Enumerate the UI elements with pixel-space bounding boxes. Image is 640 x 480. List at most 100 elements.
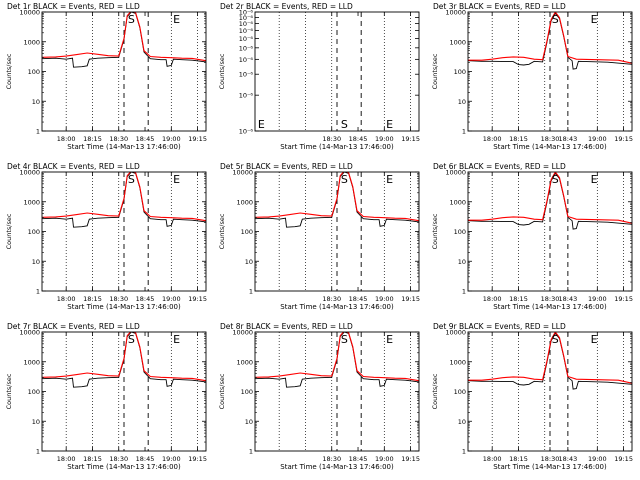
x-tick-label: 18:30 — [322, 455, 341, 463]
x-tick-label: 18:00 — [483, 135, 502, 143]
chart-title: Det 1r BLACK = Events, RED = LLD — [7, 2, 140, 11]
x-axis-label: Start Time (14-Mar-13 17:46:00) — [280, 143, 394, 151]
y-axis-label: Counts/sec — [431, 53, 439, 89]
lld-series-line — [42, 172, 206, 222]
y-tick-label: 10⁻⁶ — [239, 44, 254, 52]
y-tick-label: 1000 — [23, 198, 40, 206]
chart-panel-det-1r: Det 1r BLACK = Events, RED = LLD S E 1 10 100… — [5, 2, 207, 151]
chart-title: Det 2r BLACK = Events, RED = LLD — [220, 2, 353, 11]
y-tick-label: 10 — [458, 418, 466, 426]
y-tick-label: 10 — [32, 418, 40, 426]
x-tick-label: 18:45 — [349, 135, 368, 143]
y-tick-label: 10⁻⁶ — [239, 14, 254, 22]
x-tick-label: 18:30 — [109, 135, 128, 143]
y-tick-label: 1 — [249, 288, 253, 296]
y-tick-label: 1000 — [449, 198, 466, 206]
lld-series-line — [468, 12, 632, 64]
x-tick-label: 19:15 — [614, 135, 633, 143]
y-axis-label: Counts/sec — [5, 213, 13, 249]
x-tick-label: 18:45 — [136, 455, 155, 463]
x-tick-label: 18:15 — [83, 295, 102, 303]
interval-marker-label: E — [173, 173, 180, 186]
events-series-line — [255, 172, 419, 228]
x-axis-label: Start Time (14-Mar-13 17:46:00) — [493, 463, 607, 471]
y-tick-label: 1000 — [23, 358, 40, 366]
x-axis-label: Start Time (14-Mar-13 17:46:00) — [493, 143, 607, 151]
y-tick-label: 10 — [458, 258, 466, 266]
y-tick-label: 10000 — [445, 9, 466, 17]
x-tick-label: 18:15 — [83, 135, 102, 143]
y-tick-label: 10⁻⁶ — [239, 128, 254, 136]
x-tick-label: 18:00 — [57, 295, 76, 303]
y-tick-label: 100 — [241, 228, 253, 236]
y-tick-label: 1000 — [23, 38, 40, 46]
y-tick-label: 1 — [36, 448, 40, 456]
y-tick-label: 10 — [32, 258, 40, 266]
y-tick-label: 100 — [28, 68, 40, 76]
chart-panel-det-7r: Det 7r BLACK = Events, RED = LLD S E 1 10 100… — [5, 322, 207, 471]
chart-title: Det 5r BLACK = Events, RED = LLD — [220, 162, 353, 171]
interval-marker-label: S — [341, 173, 348, 186]
y-tick-label: 10⁻⁶ — [239, 35, 254, 43]
lld-series-line — [255, 332, 419, 382]
x-tick-label: 19:00 — [162, 135, 181, 143]
y-tick-label: 10⁻⁶ — [239, 71, 254, 79]
x-tick-label: 19:15 — [401, 455, 420, 463]
x-tick-label: 19:15 — [188, 135, 207, 143]
y-axis-label: Counts/sec — [5, 373, 13, 409]
lld-series-line — [42, 332, 206, 382]
x-tick-label: 19:00 — [375, 135, 394, 143]
x-axis-label: Start Time (14-Mar-13 17:46:00) — [67, 463, 181, 471]
y-tick-label: 100 — [28, 388, 40, 396]
y-tick-label: 10000 — [19, 9, 40, 17]
x-tick-label: 18:15 — [509, 455, 528, 463]
chart-title: Det 3r BLACK = Events, RED = LLD — [433, 2, 566, 11]
y-tick-label: 10000 — [232, 329, 253, 337]
x-tick-label: 18:30 — [109, 455, 128, 463]
plot-frame — [254, 11, 420, 132]
lld-series-line — [468, 172, 632, 224]
interval-marker-label: S — [341, 118, 348, 131]
x-tick-label: 19:15 — [401, 135, 420, 143]
events-series-line — [468, 332, 632, 390]
y-tick-label: 1000 — [449, 38, 466, 46]
y-tick-label: 10000 — [232, 169, 253, 177]
lld-series-line — [42, 12, 206, 62]
x-tick-label: 18:30 — [541, 135, 560, 143]
chart-panel-det-9r: Det 9r BLACK = Events, RED = LLD S E 1 10 100… — [431, 322, 633, 471]
y-tick-label: 10000 — [19, 169, 40, 177]
x-tick-label: 19:00 — [162, 295, 181, 303]
x-tick-label: 18:43 — [559, 295, 578, 303]
y-tick-label: 1 — [249, 448, 253, 456]
x-tick-label: 19:00 — [375, 295, 394, 303]
y-tick-label: 10⁻⁶ — [239, 56, 254, 64]
interval-marker-label: E — [386, 118, 393, 131]
x-tick-label: 19:15 — [188, 455, 207, 463]
y-tick-label: 100 — [241, 388, 253, 396]
x-tick-label: 18:00 — [57, 135, 76, 143]
y-tick-label: 10⁻⁶ — [239, 27, 254, 35]
y-tick-label: 10000 — [19, 329, 40, 337]
x-tick-label: 18:15 — [509, 295, 528, 303]
lld-series-line — [468, 332, 632, 384]
y-tick-label: 10 — [32, 98, 40, 106]
y-tick-label: 1 — [462, 128, 466, 136]
y-tick-label: 10 — [458, 98, 466, 106]
x-axis-label: Start Time (14-Mar-13 17:46:00) — [493, 303, 607, 311]
y-tick-label: 100 — [28, 228, 40, 236]
chart-title: Det 6r BLACK = Events, RED = LLD — [433, 162, 566, 171]
y-tick-label: 1 — [36, 128, 40, 136]
x-tick-label: 19:15 — [188, 295, 207, 303]
interval-marker-label: S — [552, 173, 559, 186]
y-tick-label: 10⁻⁶ — [239, 9, 254, 17]
y-tick-label: 10000 — [445, 329, 466, 337]
y-tick-label: 1000 — [449, 358, 466, 366]
interval-marker-label: E — [258, 118, 265, 131]
interval-marker-label: E — [173, 333, 180, 346]
y-tick-label: 1000 — [236, 198, 253, 206]
interval-marker-label: E — [591, 13, 598, 26]
y-axis-label: Counts/sec — [431, 373, 439, 409]
interval-marker-label: S — [341, 333, 348, 346]
y-axis-label: Counts/sec — [218, 53, 226, 89]
